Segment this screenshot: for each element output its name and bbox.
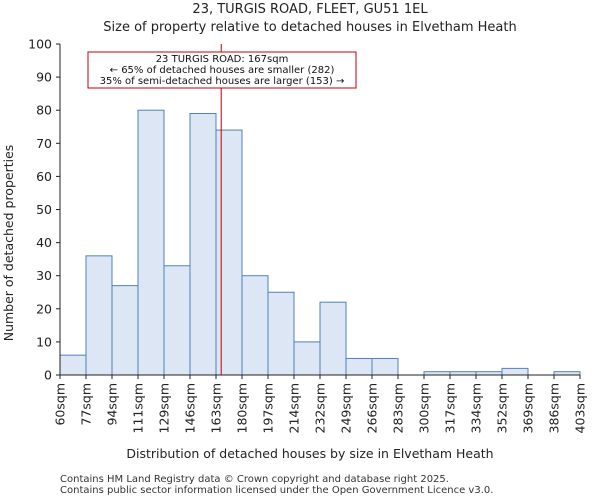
- chart-title: 23, TURGIS ROAD, FLEET, GU51 1EL: [192, 2, 428, 17]
- bar-60sqm: [59, 354, 87, 376]
- x-tick-label-266sqm: 266sqm: [365, 383, 380, 433]
- x-tick-label-283sqm: 283sqm: [391, 383, 406, 433]
- bar-266sqm: [371, 357, 399, 376]
- bar-111sqm: [137, 109, 165, 376]
- x-tick-label-300sqm: 300sqm: [417, 383, 432, 433]
- x-tick-label-386sqm: 386sqm: [547, 383, 562, 433]
- bar-249sqm: [345, 357, 373, 376]
- bar-352sqm: [501, 367, 529, 376]
- y-tick-label-20: 20: [36, 301, 52, 316]
- bar-129sqm: [163, 265, 191, 376]
- y-tick-label-40: 40: [36, 235, 52, 250]
- bar-94sqm: [111, 285, 139, 376]
- x-tick-label-403sqm: 403sqm: [573, 383, 588, 433]
- x-tick-label-369sqm: 369sqm: [521, 383, 536, 433]
- footer-line-2: Contains public sector information licen…: [60, 485, 494, 496]
- axes: 0 10 20 30 40 50 60 70 80 90 100 60sqm 77sqm 94sqm 111…: [28, 37, 587, 434]
- annotation-line-1: 23 TURGIS ROAD: 167sqm: [156, 54, 289, 65]
- x-tick-label-60sqm: 60sqm: [53, 383, 68, 426]
- x-axis-label: Distribution of detached houses by size …: [126, 446, 493, 461]
- x-tick-label-77sqm: 77sqm: [79, 383, 94, 426]
- y-tick-label-70: 70: [36, 136, 52, 151]
- y-tick-label-80: 80: [36, 103, 52, 118]
- y-tick-label-100: 100: [28, 37, 52, 52]
- bars: [59, 109, 581, 376]
- x-tick-label-317sqm: 317sqm: [443, 383, 458, 433]
- y-axis-label: Number of detached properties: [1, 145, 16, 342]
- y-tick-label-90: 90: [36, 70, 52, 85]
- x-tick-label-249sqm: 249sqm: [339, 383, 354, 433]
- annotation-box: [87, 51, 357, 89]
- x-tick-label-232sqm: 232sqm: [313, 383, 328, 433]
- x-tick-label-180sqm: 180sqm: [235, 383, 250, 433]
- annotation-line-3: 35% of semi-detached houses are larger (…: [100, 76, 345, 87]
- x-tick-label-197sqm: 197sqm: [261, 383, 276, 433]
- bar-180sqm: [241, 275, 269, 376]
- footer-line-1: Contains HM Land Registry data © Crown c…: [60, 474, 449, 485]
- x-tick-label-111sqm: 111sqm: [131, 383, 146, 433]
- x-tick-label-352sqm: 352sqm: [495, 383, 510, 433]
- annotation-line-2: ← 65% of detached houses are smaller (28…: [110, 65, 335, 76]
- x-tick-label-334sqm: 334sqm: [469, 383, 484, 433]
- y-tick-label-50: 50: [36, 202, 52, 217]
- x-tick-label-214sqm: 214sqm: [287, 383, 302, 433]
- chart-subtitle: Size of property relative to detached ho…: [103, 20, 516, 35]
- bar-77sqm: [85, 255, 113, 376]
- bar-163sqm: [215, 129, 243, 376]
- y-tick-label-0: 0: [44, 368, 52, 383]
- x-tick-label-146sqm: 146sqm: [183, 383, 198, 433]
- x-tick-label-94sqm: 94sqm: [105, 383, 120, 426]
- y-tick-label-30: 30: [36, 268, 52, 283]
- x-tick-label-163sqm: 163sqm: [209, 383, 224, 433]
- y-tick-label-10: 10: [36, 334, 52, 349]
- bar-146sqm: [189, 113, 217, 376]
- bar-214sqm: [293, 341, 321, 376]
- bar-197sqm: [267, 291, 295, 376]
- x-tick-label-129sqm: 129sqm: [157, 383, 172, 433]
- y-tick-label-60: 60: [36, 169, 52, 184]
- bar-232sqm: [319, 301, 347, 376]
